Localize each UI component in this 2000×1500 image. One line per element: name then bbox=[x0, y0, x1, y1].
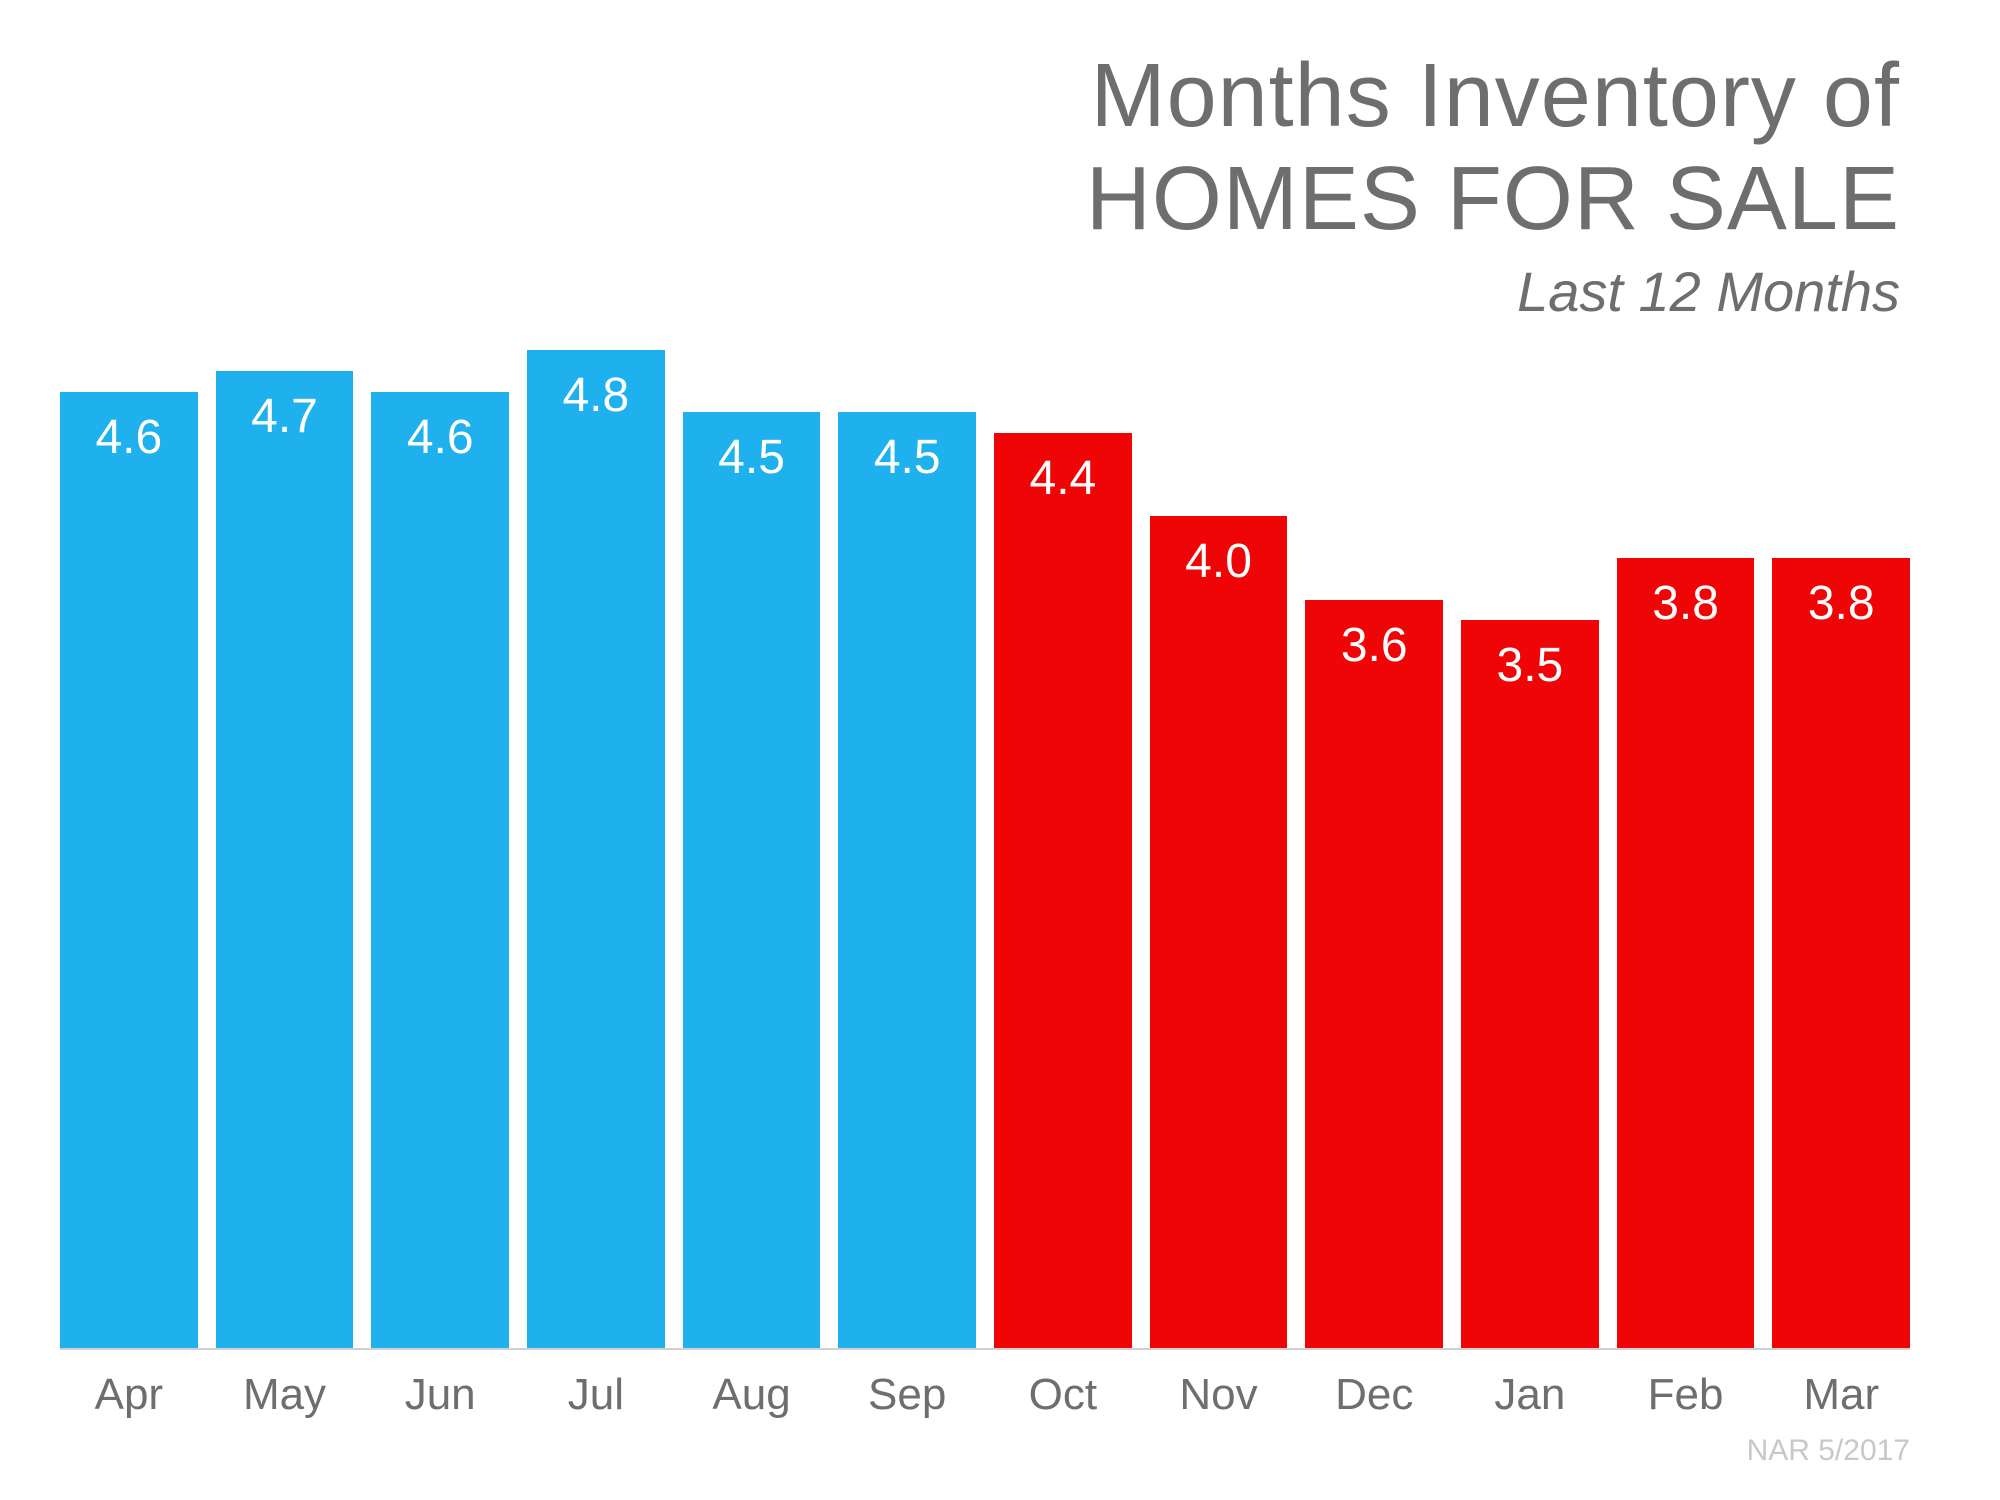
x-axis-label: Mar bbox=[1772, 1370, 1910, 1420]
bar-value-label: 4.7 bbox=[216, 389, 354, 444]
title-subtitle: Last 12 Months bbox=[1086, 259, 1900, 324]
bar-wrap: 3.6 bbox=[1305, 350, 1443, 1348]
bar-value-label: 4.0 bbox=[1150, 534, 1288, 589]
bar: 3.8 bbox=[1617, 558, 1755, 1348]
bar-value-label: 4.4 bbox=[994, 451, 1132, 506]
x-axis-label: Nov bbox=[1150, 1370, 1288, 1420]
x-axis-label: Sep bbox=[838, 1370, 976, 1420]
bar-wrap: 4.0 bbox=[1150, 350, 1288, 1348]
bar: 4.6 bbox=[371, 392, 509, 1348]
bar-wrap: 4.5 bbox=[838, 350, 976, 1348]
bar-wrap: 4.5 bbox=[683, 350, 821, 1348]
bar-value-label: 4.6 bbox=[60, 410, 198, 465]
bar-value-label: 4.6 bbox=[371, 410, 509, 465]
bar: 4.6 bbox=[60, 392, 198, 1348]
title-line-2: HOMES FOR SALE bbox=[1086, 148, 1900, 251]
bar-value-label: 3.8 bbox=[1772, 576, 1910, 631]
bar: 4.8 bbox=[527, 350, 665, 1348]
bar-wrap: 4.4 bbox=[994, 350, 1132, 1348]
bar: 4.4 bbox=[994, 433, 1132, 1348]
bar-wrap: 4.8 bbox=[527, 350, 665, 1348]
bar-value-label: 3.6 bbox=[1305, 618, 1443, 673]
source-attribution: NAR 5/2017 bbox=[1747, 1434, 1910, 1468]
bar-value-label: 4.5 bbox=[838, 430, 976, 485]
x-axis-label: Aug bbox=[683, 1370, 821, 1420]
x-axis-label: Dec bbox=[1305, 1370, 1443, 1420]
bar-wrap: 3.8 bbox=[1772, 350, 1910, 1348]
x-axis-label: Feb bbox=[1617, 1370, 1755, 1420]
bar: 3.5 bbox=[1461, 620, 1599, 1348]
bar-chart: 4.6 4.7 4.6 4.8 4.5 4.5 4.4 4.0 3.6 3.5 3.8 3.8 bbox=[60, 350, 1910, 1350]
x-axis-labels: Apr May Jun Jul Aug Sep Oct Nov Dec Jan Feb Mar bbox=[60, 1370, 1910, 1420]
x-axis-label: Jul bbox=[527, 1370, 665, 1420]
bar: 3.8 bbox=[1772, 558, 1910, 1348]
bar: 4.0 bbox=[1150, 516, 1288, 1348]
bar-wrap: 3.8 bbox=[1617, 350, 1755, 1348]
bar-value-label: 3.8 bbox=[1617, 576, 1755, 631]
bar: 4.5 bbox=[683, 412, 821, 1348]
bar: 4.5 bbox=[838, 412, 976, 1348]
x-axis-label: Apr bbox=[60, 1370, 198, 1420]
bar-value-label: 3.5 bbox=[1461, 638, 1599, 693]
title-line-1: Months Inventory of bbox=[1086, 45, 1900, 148]
x-axis-label: Oct bbox=[994, 1370, 1132, 1420]
chart-title-block: Months Inventory of HOMES FOR SALE Last … bbox=[1086, 45, 1900, 324]
bar-wrap: 3.5 bbox=[1461, 350, 1599, 1348]
bar-wrap: 4.6 bbox=[371, 350, 509, 1348]
bar: 4.7 bbox=[216, 371, 354, 1348]
x-axis-label: May bbox=[216, 1370, 354, 1420]
bar: 3.6 bbox=[1305, 600, 1443, 1349]
bar-wrap: 4.7 bbox=[216, 350, 354, 1348]
bars-container: 4.6 4.7 4.6 4.8 4.5 4.5 4.4 4.0 3.6 3.5 3.8 3.8 bbox=[60, 350, 1910, 1350]
bar-value-label: 4.8 bbox=[527, 368, 665, 423]
bar-wrap: 4.6 bbox=[60, 350, 198, 1348]
x-axis-label: Jan bbox=[1461, 1370, 1599, 1420]
x-axis-label: Jun bbox=[371, 1370, 509, 1420]
bar-value-label: 4.5 bbox=[683, 430, 821, 485]
